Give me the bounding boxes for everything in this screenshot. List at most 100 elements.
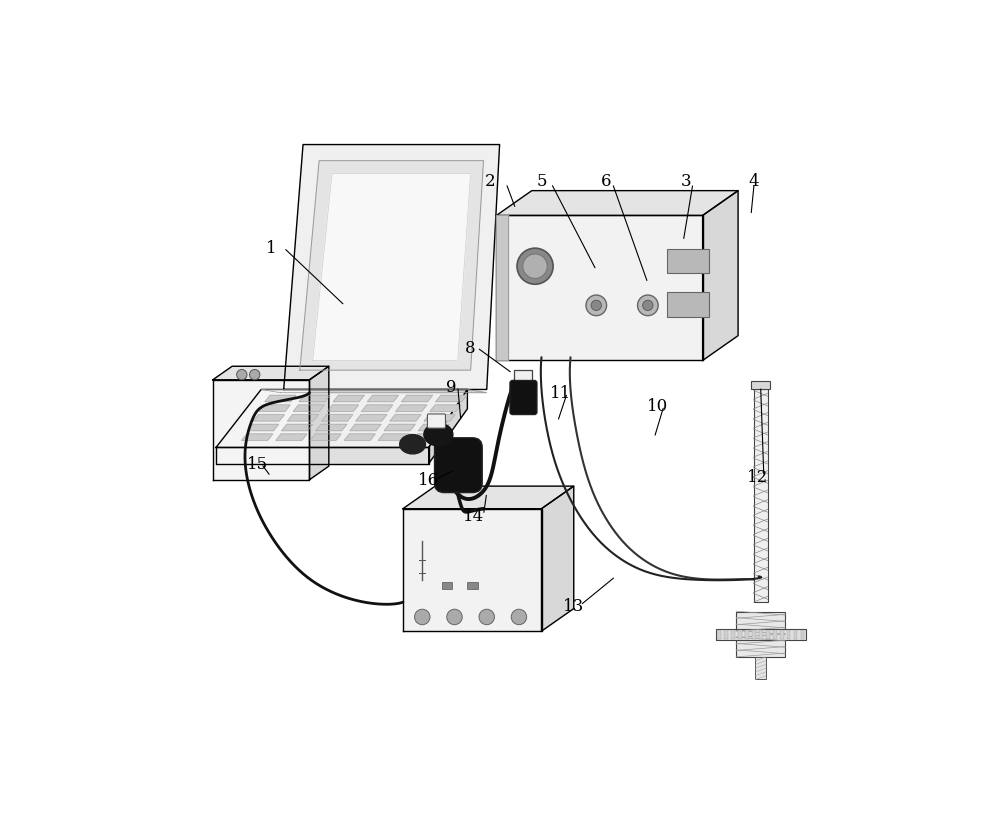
Polygon shape [248,425,279,431]
Polygon shape [293,405,324,412]
Polygon shape [316,425,347,431]
Bar [780,630,784,639]
Text: 5: 5 [536,172,547,189]
Bar [724,630,728,639]
Circle shape [447,609,462,625]
Circle shape [415,609,430,625]
Polygon shape [436,395,467,402]
Bar [514,370,532,387]
Text: 16: 16 [418,472,439,488]
Polygon shape [703,191,738,361]
Polygon shape [310,435,341,441]
Bar [738,630,742,639]
Polygon shape [309,367,329,480]
Polygon shape [213,380,309,480]
Circle shape [586,296,607,316]
Polygon shape [328,405,358,412]
Bar [773,630,777,639]
Bar [751,381,770,390]
Circle shape [638,296,658,316]
Polygon shape [424,415,455,421]
Polygon shape [288,415,319,421]
Polygon shape [300,161,483,370]
FancyBboxPatch shape [427,415,445,429]
Text: 2: 2 [485,172,495,189]
Bar [759,630,763,639]
Circle shape [517,249,553,285]
Polygon shape [276,435,307,441]
Polygon shape [350,425,381,431]
Bar [752,630,756,639]
Polygon shape [362,405,393,412]
Circle shape [237,370,247,380]
Polygon shape [396,405,427,412]
Bar [442,582,452,589]
Bar [787,630,790,639]
Polygon shape [253,415,284,421]
Polygon shape [242,435,273,441]
Bar [731,630,735,639]
Bar [736,612,785,657]
Polygon shape [265,395,296,402]
Text: 8: 8 [465,339,476,357]
Polygon shape [367,395,398,402]
Polygon shape [413,435,444,441]
Polygon shape [403,509,542,631]
FancyBboxPatch shape [510,381,537,415]
Polygon shape [333,395,364,402]
Polygon shape [390,415,421,421]
Circle shape [591,301,601,311]
Bar [667,293,709,318]
Polygon shape [344,435,375,441]
Polygon shape [430,405,461,412]
Circle shape [250,370,260,380]
Polygon shape [496,191,738,217]
Polygon shape [403,487,574,509]
Ellipse shape [424,424,453,446]
Polygon shape [261,390,487,393]
Polygon shape [282,425,313,431]
Bar [801,630,804,639]
Polygon shape [402,395,433,402]
Polygon shape [418,425,449,431]
Polygon shape [259,405,290,412]
Polygon shape [216,448,429,464]
Circle shape [523,255,547,279]
Polygon shape [322,415,353,421]
Bar [794,630,797,639]
Text: 1: 1 [266,240,276,257]
Bar [755,657,766,680]
Circle shape [643,301,653,311]
Polygon shape [384,425,415,431]
Polygon shape [313,175,471,361]
Text: 4: 4 [749,172,759,189]
Text: 13: 13 [563,597,584,614]
Polygon shape [542,487,574,631]
Text: 12: 12 [747,468,768,486]
Bar [754,390,768,603]
Circle shape [511,609,527,625]
Polygon shape [378,435,409,441]
Polygon shape [496,217,703,361]
Text: 14: 14 [463,507,484,524]
Bar [717,630,721,639]
Polygon shape [299,395,330,402]
Ellipse shape [400,435,425,454]
Text: 15: 15 [247,456,268,472]
Bar [716,629,806,640]
Bar [467,582,478,589]
FancyBboxPatch shape [435,438,482,493]
Text: 9: 9 [446,378,457,395]
Polygon shape [356,415,387,421]
Circle shape [479,609,494,625]
Text: 10: 10 [647,398,668,415]
Polygon shape [496,217,508,361]
Polygon shape [284,145,500,390]
Text: 6: 6 [601,172,611,189]
Bar [766,630,770,639]
Bar [667,250,709,274]
Polygon shape [216,390,467,448]
Text: 11: 11 [550,385,571,402]
Text: 3: 3 [681,172,692,189]
Polygon shape [429,390,467,464]
